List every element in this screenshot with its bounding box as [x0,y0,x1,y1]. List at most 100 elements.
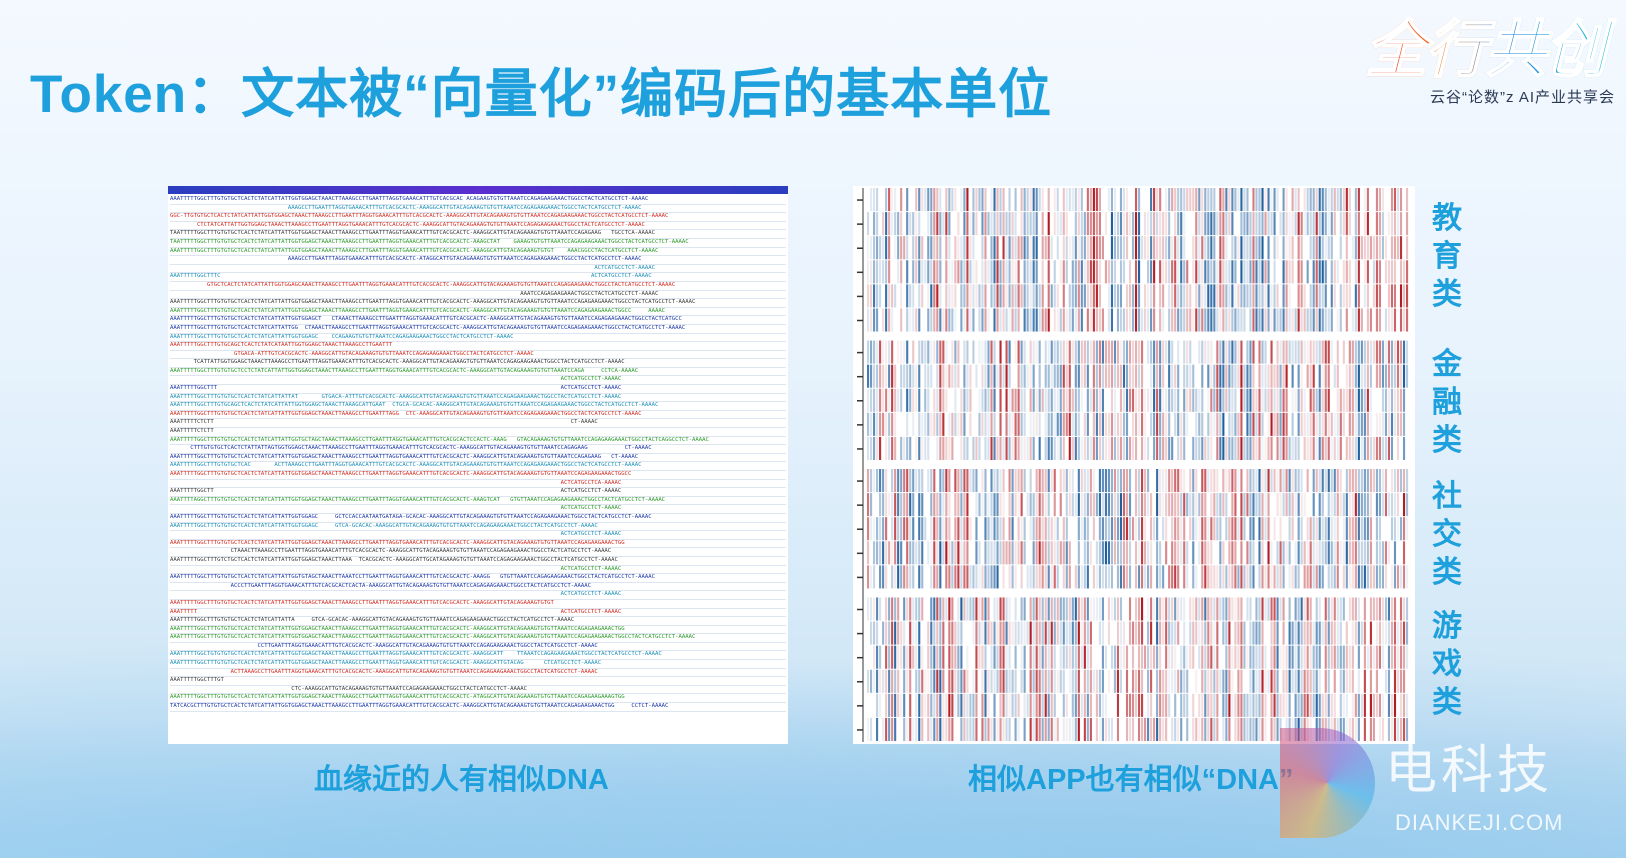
heatmap-cell [1098,388,1101,412]
heatmap-cell [1168,188,1171,212]
heatmap-cell [978,388,981,412]
heatmap-cell [1399,693,1403,717]
heatmap-cell [1273,308,1276,332]
heatmap-cell [915,597,918,621]
heatmap-cell [1104,493,1107,517]
heatmap-cell [1303,693,1306,717]
heatmap-cell [921,188,924,212]
heatmap-cell [1095,693,1098,717]
heatmap-cell [1011,469,1014,493]
heatmap-cell [1068,493,1071,517]
heatmap-cell [969,212,972,236]
heatmap-cell [1213,565,1216,589]
heatmap-cell [1138,621,1141,645]
heatmap-cell [1071,284,1074,308]
heatmap-cell [1318,212,1321,236]
heatmap-cell [966,188,969,212]
heatmap-cell [1291,388,1294,412]
heatmap-cell [1285,188,1288,212]
heatmap-cell [1297,412,1300,436]
heatmap-cell [915,188,918,212]
heatmap-cell [1008,565,1011,589]
heatmap-cell [1128,436,1132,460]
dna-sequence-lines: AAATTTTTGGCTTTGTGTGCTCACTCTATCATTATTGGTG… [168,194,788,712]
heatmap-cell [1131,645,1135,669]
heatmap-cell [948,364,951,388]
heatmap-cell [1309,669,1312,693]
heatmap-cell [963,469,966,493]
heatmap-cell [1153,645,1156,669]
heatmap-cell [1261,412,1264,436]
heatmap-cell [897,340,900,364]
heatmap-cell [1306,645,1309,669]
heatmap-cell [1390,565,1394,589]
heatmap-cell [963,669,966,693]
heatmap-cell [1366,436,1369,460]
heatmap-cell [1089,284,1092,308]
heatmap-cell [1050,693,1053,717]
heatmap-cell [1035,693,1038,717]
heatmap-cell [1243,621,1246,645]
heatmap-cell [1249,260,1252,284]
heatmap-cell [1222,340,1225,364]
heatmap-cell [993,308,996,332]
heatmap-cell [1384,340,1388,364]
heatmap-cell [957,517,960,541]
heatmap-cell [1150,364,1153,388]
heatmap-cell [888,597,891,621]
heatmap-cell [1222,717,1225,741]
heatmap-cell [975,717,978,741]
heatmap-cell [1216,565,1219,589]
heatmap-cell [1333,493,1336,517]
heatmap-cell [1150,693,1153,717]
heatmap-cell [900,469,903,493]
heatmap-cell [1026,493,1029,517]
heatmap-cell [1282,412,1285,436]
heatmap-cell [1354,308,1357,332]
heatmap-cell [1134,412,1138,436]
heatmap-cell [1381,436,1385,460]
heatmap-cell [1279,565,1282,589]
heatmap-cell [966,693,969,717]
heatmap-cell [1345,493,1348,517]
heatmap-cell [1390,412,1394,436]
heatmap-cell [1083,260,1086,284]
heatmap-cell [1210,517,1213,541]
heatmap-cell [972,260,975,284]
heatmap-cell [1270,597,1273,621]
heatmap-cell [1008,669,1011,693]
heatmap-cell [1026,621,1029,645]
heatmap-cell [1138,236,1141,260]
heatmap-cell [1062,364,1065,388]
heatmap-cell [1360,693,1363,717]
heatmap-cell [975,669,978,693]
heatmap-cell [1294,340,1297,364]
heatmap-cell [1038,364,1041,388]
heatmap-cell [948,693,951,717]
heatmap-cell [1246,565,1249,589]
heatmap-cell [912,645,915,669]
heatmap-cell [963,493,966,517]
heatmap-cell [1162,436,1165,460]
heatmap-cell [945,717,948,741]
heatmap-cell [1107,340,1110,364]
heatmap-cell [1339,645,1342,669]
heatmap-cell [999,621,1002,645]
heatmap-cell [945,284,948,308]
heatmap-cell [1104,541,1107,565]
heatmap-cell [1270,412,1273,436]
heatmap-cell [933,469,936,493]
heatmap-cell [1092,364,1095,388]
heatmap-cell [1240,645,1243,669]
heatmap-cell [1047,621,1050,645]
heatmap-cell [1318,493,1321,517]
heatmap-cell [1261,340,1264,364]
heatmap-cell [996,260,999,284]
heatmap-cell [1198,260,1201,284]
heatmap-cell [1258,260,1261,284]
heatmap-cell [954,412,957,436]
heatmap-cell [1041,236,1044,260]
heatmap-cell [1125,364,1129,388]
heatmap-cell [978,621,981,645]
heatmap-cell [897,493,900,517]
